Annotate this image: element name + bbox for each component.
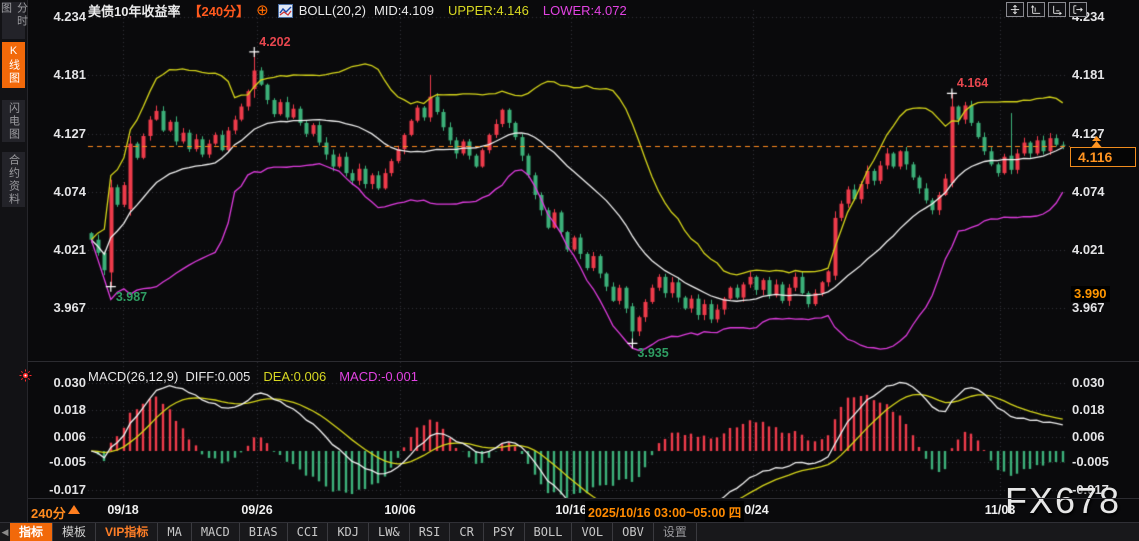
high-price-annotation: 4.164 bbox=[956, 76, 989, 91]
toolbar-item-2[interactable]: 模板 bbox=[53, 523, 97, 541]
macd-axis-label-right: 0.006 bbox=[1072, 429, 1105, 445]
price-axis-label-right: 4.021 bbox=[1072, 241, 1105, 257]
price-axis-label-right: 3.967 bbox=[1072, 300, 1105, 316]
macd-indicator-label: MACD(26,12,9) bbox=[88, 369, 179, 384]
period-selector[interactable]: 240分 bbox=[31, 506, 66, 521]
indicator-chart-icon bbox=[277, 3, 293, 18]
x-axis-scale-icon[interactable] bbox=[1048, 2, 1066, 17]
low-price-annotation: 3.935 bbox=[637, 346, 669, 361]
sidebar: 分时图 K线图闪电图合约资料 bbox=[0, 0, 28, 541]
price-axis-label-left: 4.021 bbox=[53, 241, 86, 257]
chart-controls bbox=[1006, 2, 1087, 17]
macd-axis-label-left: 0.018 bbox=[53, 402, 86, 418]
macd-diff-value: DIFF:0.005 bbox=[185, 369, 251, 384]
toolbar-item-3[interactable]: VIP指标 bbox=[96, 523, 159, 541]
macd-axis-label-left: -0.017 bbox=[49, 481, 86, 497]
price-axis-label-right: 4.181 bbox=[1072, 66, 1105, 82]
boll-lower-value: LOWER:4.072 bbox=[542, 3, 627, 18]
macd-axis-label-right: -0.017 bbox=[1072, 481, 1109, 497]
price-axis-label-left: 4.074 bbox=[53, 183, 86, 199]
sidebar-tab-3[interactable]: 闪电图 bbox=[2, 100, 25, 142]
toolbar-item-7[interactable]: CCI bbox=[288, 523, 329, 541]
price-alert-icon[interactable] bbox=[1090, 136, 1103, 147]
boll-mid-value: MID:4.109 bbox=[373, 3, 434, 18]
toolbar-item-12[interactable]: PSY bbox=[484, 523, 525, 541]
toolbar-item-13[interactable]: BOLL bbox=[525, 523, 573, 541]
x-axis-date-label: 10/06 bbox=[384, 503, 416, 517]
bar-datetime-tooltip: 2025/10/16 03:00~05:00 四 bbox=[585, 501, 745, 522]
x-axis-date-label: 10/24 bbox=[737, 503, 769, 517]
macd-axis-label-right: 0.018 bbox=[1072, 402, 1105, 418]
current-price-tag: 4.116 bbox=[1070, 147, 1136, 167]
axis-divider bbox=[27, 498, 1139, 499]
price-axis-label-left: 4.234 bbox=[53, 9, 86, 24]
boll-upper-value: UPPER:4.146 bbox=[447, 3, 529, 18]
panel-divider bbox=[27, 361, 1139, 362]
toolbar-item-15[interactable]: OBV bbox=[613, 523, 654, 541]
prev-close-tag: 3.990 bbox=[1071, 286, 1110, 302]
toolbar-item-11[interactable]: CR bbox=[450, 523, 484, 541]
toolbar-collapse-icon[interactable]: ◀ bbox=[1, 527, 9, 537]
period-dropdown-icon[interactable] bbox=[68, 505, 80, 514]
macd-axis-label-right: 0.030 bbox=[1072, 374, 1105, 390]
alert-dot-icon bbox=[19, 369, 32, 382]
toolbar-item-16[interactable]: 设置 bbox=[654, 523, 697, 541]
high-price-annotation: 4.202 bbox=[259, 34, 291, 49]
sidebar-tab-1[interactable]: 分时图 bbox=[0, 2, 28, 39]
chart-header: 美债10年收益率 【240分】 ⊕ BOLL(20,2) MID:4.109 U… bbox=[88, 2, 627, 19]
toolbar-item-10[interactable]: RSI bbox=[410, 523, 451, 541]
x-axis-date-label: 09/26 bbox=[241, 503, 273, 517]
macd-axis-label-right: -0.005 bbox=[1072, 454, 1109, 470]
price-axis-label-left: 4.181 bbox=[53, 66, 86, 82]
indicator-toolbar: ◀ 指标 模板 VIP指标 MA MACD BIAS CCI KDJ LW& RSI CR PSY BOL… bbox=[0, 522, 1139, 541]
toolbar-item-9[interactable]: LW& bbox=[369, 523, 410, 541]
x-axis-date-label: 11/03 bbox=[984, 503, 1016, 517]
toolbar-item-4[interactable]: MA bbox=[158, 523, 192, 541]
low-price-annotation: 3.987 bbox=[115, 289, 148, 304]
sidebar-tab-2[interactable]: K线图 bbox=[2, 42, 25, 88]
price-axis-label-left: 4.127 bbox=[53, 125, 86, 141]
macd-dea-value: DEA:0.006 bbox=[263, 369, 327, 384]
price-axis-label-left: 3.967 bbox=[53, 300, 86, 316]
pan-move-icon[interactable] bbox=[1006, 2, 1024, 17]
x-axis-date-label: 10/16 bbox=[555, 503, 587, 517]
toolbar-item-14[interactable]: VOL bbox=[572, 523, 614, 541]
symbol-title: 美债10年收益率 bbox=[88, 4, 181, 19]
interval-badge[interactable]: 【240分】 bbox=[188, 4, 250, 19]
boll-indicator-label: BOLL(20,2) bbox=[298, 3, 366, 18]
price-axis-label-right: 4.074 bbox=[1072, 183, 1105, 199]
add-indicator-icon[interactable]: ⊕ bbox=[256, 2, 269, 19]
toolbar-item-6[interactable]: BIAS bbox=[240, 523, 288, 541]
macd-axis-label-left: -0.005 bbox=[49, 454, 86, 470]
macd-axis-label-left: 0.006 bbox=[53, 429, 86, 445]
toolbar-item-8[interactable]: KDJ bbox=[328, 523, 370, 541]
macd-header: MACD(26,12,9) DIFF:0.005 DEA:0.006 MACD:… bbox=[88, 369, 418, 384]
toolbar-item-1[interactable]: 指标 bbox=[10, 523, 54, 541]
export-window-icon[interactable] bbox=[1069, 2, 1087, 17]
sidebar-tab-4[interactable]: 合约资料 bbox=[2, 152, 25, 207]
macd-axis-label-left: 0.030 bbox=[53, 374, 86, 390]
macd-bar-value: MACD:-0.001 bbox=[339, 369, 418, 384]
watermark: FX678 bbox=[1005, 480, 1122, 521]
toolbar-item-5[interactable]: MACD bbox=[192, 523, 240, 541]
x-axis-date-label: 09/18 bbox=[107, 503, 139, 517]
y-axis-scale-icon[interactable] bbox=[1027, 2, 1045, 17]
